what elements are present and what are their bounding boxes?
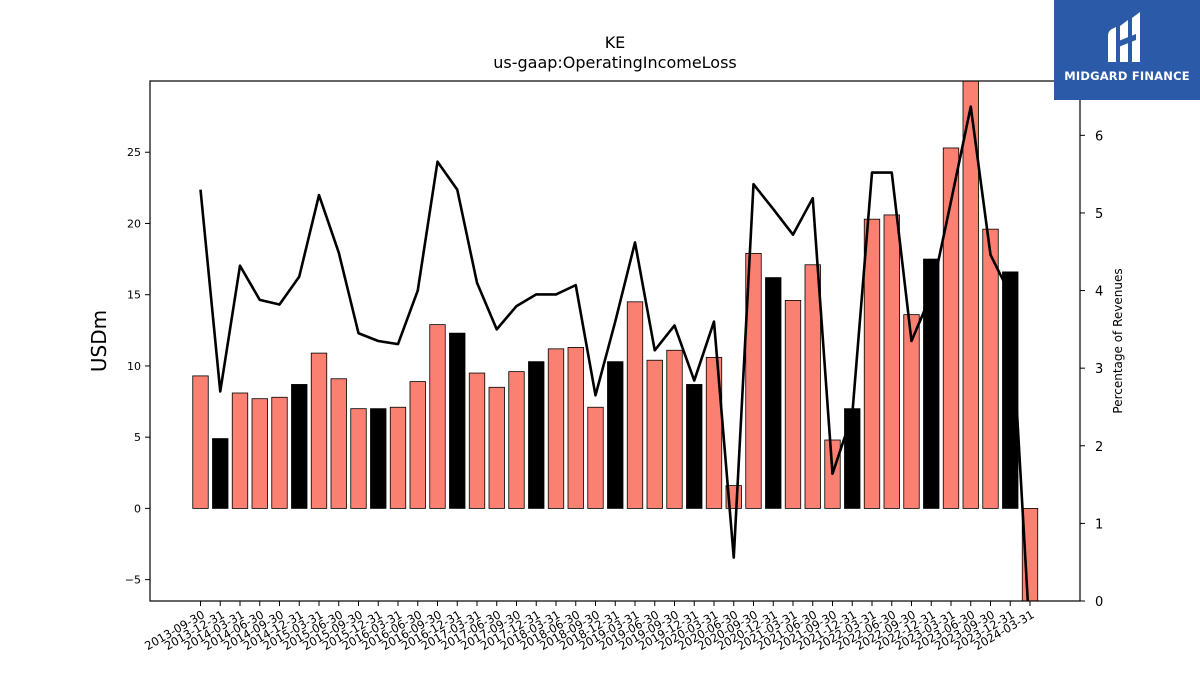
bar-2016-12-31	[449, 332, 466, 509]
bar-2018-09-30	[587, 406, 604, 509]
bar-2016-06-30	[409, 381, 426, 509]
bar-2019-12-31	[686, 384, 703, 509]
bar-2022-06-30	[883, 214, 900, 509]
y-tick-label: 10	[127, 360, 141, 373]
bar-2023-12-31	[1002, 271, 1019, 509]
bar-2017-06-30	[488, 386, 505, 509]
bar-2022-09-30	[903, 314, 920, 509]
bar-2015-06-30	[330, 378, 347, 509]
bar-2016-09-30	[429, 324, 446, 509]
bar-2021-06-30	[804, 264, 821, 509]
bar-2019-06-30	[646, 359, 663, 509]
x-axis: 2013-09-302013-12-312014-03-312014-06-30…	[142, 601, 1037, 653]
bar-2018-12-31	[607, 361, 624, 509]
logo-text: MIDGARD FINANCE	[1064, 69, 1190, 83]
line-series	[199, 105, 1030, 601]
bar-2019-09-30	[666, 349, 683, 509]
y-tick-label: 25	[127, 146, 141, 159]
bar-2023-06-30	[962, 81, 979, 509]
bar-2022-03-31	[863, 218, 881, 509]
bar-2016-03-31	[389, 406, 407, 509]
y-tick-label: −5	[125, 574, 141, 587]
y2-tick-label: 0	[1095, 595, 1103, 610]
bar-2014-09-30	[271, 396, 288, 509]
bar-2017-09-30	[508, 371, 525, 509]
midgard-logo-icon	[1108, 12, 1140, 62]
bar-2015-12-31	[370, 408, 387, 509]
bar-2018-06-30	[567, 347, 584, 509]
y-axis-label: USDm	[87, 310, 111, 372]
y2-tick-label: 3	[1095, 362, 1103, 377]
bar-2019-03-31	[626, 301, 644, 509]
bar-series	[192, 81, 1039, 601]
bar-2015-03-31	[310, 352, 328, 509]
bar-2021-12-31	[844, 408, 861, 509]
y-tick-label: 0	[134, 502, 141, 515]
bar-2020-03-31	[705, 356, 723, 509]
bar-2023-03-31	[942, 147, 960, 509]
bar-2020-12-31	[765, 277, 782, 509]
bar-2023-09-30	[982, 228, 999, 509]
y-tick-label: 5	[134, 431, 141, 444]
bar-2021-03-31	[784, 299, 802, 509]
right-axis: 0 1 2 3 4 5 6	[1080, 129, 1103, 610]
y2-axis-label: Percentage of Revenues	[1111, 268, 1125, 413]
bar-2015-09-30	[350, 408, 367, 509]
bar-2013-12-31	[212, 438, 229, 509]
plot-frame	[149, 80, 1081, 602]
y2-tick-label: 4	[1095, 285, 1103, 300]
bar-2017-03-31	[468, 372, 486, 509]
chart-title: KE	[605, 33, 626, 52]
bar-2022-12-31	[923, 258, 940, 509]
chart-subtitle: us-gaap:OperatingIncomeLoss	[493, 53, 737, 72]
bar-2017-12-31	[528, 361, 545, 509]
y-tick-label: 15	[127, 289, 141, 302]
midgard-finance-logo: MIDGARD FINANCE	[1054, 0, 1200, 100]
y-tick-label: 20	[127, 217, 141, 230]
bar-2018-03-31	[547, 348, 565, 509]
bar-2014-12-31	[291, 384, 308, 509]
bar-2020-09-30	[745, 252, 762, 509]
bar-2013-09-30	[192, 375, 209, 509]
bar-2014-06-30	[251, 398, 268, 509]
y2-tick-label: 5	[1095, 207, 1103, 222]
y2-tick-label: 2	[1095, 440, 1103, 455]
left-axis: −5 0 5 10 15 20 25	[125, 146, 150, 587]
bar-2014-03-31	[231, 392, 249, 509]
percentage-line	[199, 105, 1030, 601]
y2-tick-label: 1	[1095, 517, 1103, 532]
y2-tick-label: 6	[1095, 129, 1103, 144]
